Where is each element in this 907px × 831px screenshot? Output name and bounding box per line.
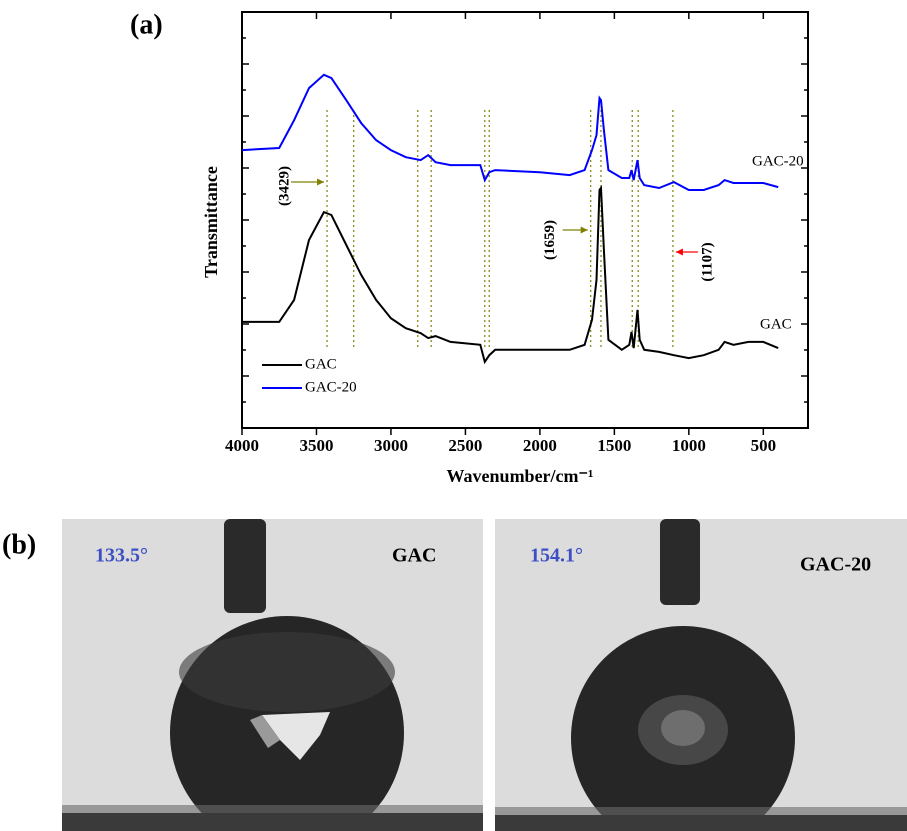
series-label: GAC-20 (752, 153, 804, 169)
annotation-label: (1107) (699, 242, 715, 281)
annotation-label: (1659) (542, 220, 558, 260)
photo (62, 519, 483, 831)
annotation-arrowhead (317, 178, 325, 186)
x-tick-label: 2000 (523, 436, 557, 455)
panel-label: (b) (2, 529, 36, 560)
sample-name: GAC-20 (800, 554, 871, 576)
contact-angle: 154.1° (530, 545, 583, 567)
x-tick-label: 3000 (374, 436, 408, 455)
y-axis-label: Transmittance (201, 166, 221, 278)
sample-name: GAC (392, 545, 436, 567)
y-ticks (242, 37, 808, 403)
x-tick-label: 4000 (225, 436, 259, 455)
legend-label: GAC-20 (305, 379, 357, 395)
annotation-label: (3429) (276, 166, 292, 206)
contact-angle: 133.5° (95, 545, 148, 567)
annotation-arrowhead (675, 248, 683, 256)
x-tick-label: 3500 (299, 436, 333, 455)
legend-label: GAC (305, 356, 337, 372)
x-tick-label: 1500 (597, 436, 631, 455)
x-tick-label: 1000 (672, 436, 706, 455)
x-tick-label: 500 (751, 436, 777, 455)
series-line (242, 185, 779, 365)
annotation-arrowhead (580, 226, 588, 234)
series-label: GAC (760, 316, 792, 332)
x-tick-label: 2500 (448, 436, 482, 455)
panel-label: (a) (130, 9, 163, 40)
x-axis-label: Wavenumber/cm⁻¹ (447, 466, 594, 486)
series-line (241, 73, 779, 191)
photo (495, 519, 907, 831)
